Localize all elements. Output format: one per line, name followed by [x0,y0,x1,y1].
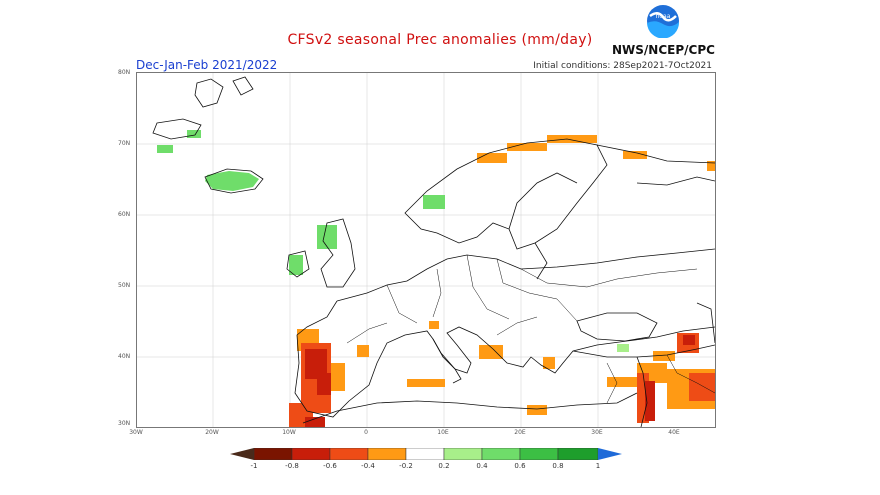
lon-label-20w: 20W [205,429,219,436]
chart-title: CFSv2 seasonal Prec anomalies (mm/day) [287,32,593,48]
colorbar-label: 0.4 [476,462,488,470]
lon-label-10w: 10W [282,429,296,436]
colorbar-swatch [405,448,445,460]
colorbar-label: 1 [595,462,601,470]
colorbar-swatch [519,448,559,460]
lon-label-30e: 30E [591,429,603,436]
lon-label-10e: 10E [437,429,449,436]
colorbar-swatch [557,448,599,460]
lat-label-60n: 60N [118,211,131,218]
colorbar-swatch [291,448,331,460]
colorbar-swatch [481,448,521,460]
lon-label-30w: 30W [129,429,143,436]
lon-label-0: 0 [364,429,368,436]
colorbar-swatch [367,448,407,460]
initial-conditions-label: Initial conditions: 28Sep2021-7Oct2021 [533,61,712,71]
lon-label-40e: 40E [668,429,680,436]
lat-label-40n: 40N [118,353,131,360]
coastlines [152,76,715,427]
lon-label-20e: 20E [514,429,526,436]
lat-label-50n: 50N [118,282,131,289]
lat-label-30n: 30N [118,420,131,427]
lat-label-70n: 70N [118,140,131,147]
colorbar-label: -0.2 [399,462,413,470]
colorbar-swatch [329,448,369,460]
season-label: Dec-Jan-Feb 2021/2022 [136,58,278,72]
colorbar-labels: -1 -0.8 -0.6 -0.4 -0.2 0.2 0.4 0.6 0.8 1 [0,462,880,472]
colorbar-label: -1 [250,462,258,470]
noaa-logo: noaa [647,5,680,38]
colorbar-label: 0.2 [438,462,450,470]
colorbar-swatch [443,448,483,460]
colorbar-label: 0.6 [514,462,526,470]
colorbar-high-arrow [598,448,622,460]
anomaly-cells [157,130,715,427]
lat-label-80n: 80N [118,69,131,76]
colorbar-swatch [253,448,293,460]
colorbar-low-arrow [230,448,254,460]
colorbar-label: -0.8 [285,462,299,470]
colorbar-label: 0.8 [552,462,564,470]
logo-text: noaa [656,13,671,20]
graticule [137,73,715,427]
precip-anomaly-map [136,72,716,428]
colorbar [230,448,622,460]
colorbar-label: -0.4 [361,462,375,470]
agency-label: NWS/NCEP/CPC [612,43,715,57]
map-canvas [137,73,715,427]
colorbar-label: -0.6 [323,462,337,470]
